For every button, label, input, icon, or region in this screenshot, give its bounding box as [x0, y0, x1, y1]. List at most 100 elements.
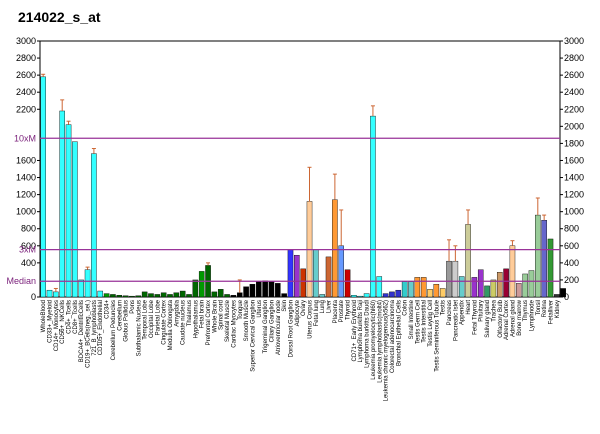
bar — [275, 283, 281, 298]
bar — [186, 294, 192, 298]
x-tick-label: Small Intestine — [409, 299, 415, 339]
right-tick-label: 1600 — [564, 155, 584, 165]
x-tick-label: Testis Seminiferous Tubule — [434, 299, 440, 371]
bar — [300, 268, 306, 298]
x-tick-label: Lymphnode — [529, 299, 535, 331]
left-tick-label: 1200 — [16, 190, 36, 200]
x-tick-label: Bronchial Epithelial Cells — [396, 300, 402, 366]
bar — [446, 260, 452, 298]
x-tick-label: Subthalamic Nucleus — [136, 300, 142, 356]
bar — [332, 199, 338, 298]
right-tick-label: 200 — [564, 275, 579, 285]
bar — [395, 289, 402, 298]
bar — [65, 124, 72, 298]
x-tick-label: Caudate nucleus — [181, 300, 187, 345]
x-tick-label: Thyroid — [346, 300, 352, 320]
bar — [268, 281, 275, 298]
left-tick-label: 1000 — [16, 207, 36, 217]
left-tick-label: 600 — [21, 241, 36, 251]
bar — [160, 292, 167, 298]
x-tick-label: Lymphoma burkitts Raji — [358, 300, 364, 362]
x-tick-label: Prostate — [339, 299, 345, 322]
bar — [192, 279, 199, 298]
bar — [167, 294, 173, 298]
x-tick-label: Heart — [466, 300, 472, 315]
x-tick-label: Adrenal gland — [510, 300, 516, 337]
marker-label: 10xM — [14, 133, 36, 143]
x-tick-label: Testis Leydig Cell — [428, 300, 434, 347]
x-tick-label: CD33+_Myeloid — [48, 300, 54, 343]
x-tick-label: Pons — [130, 300, 136, 314]
bar — [179, 290, 186, 298]
bar — [217, 289, 224, 298]
bar — [458, 276, 465, 298]
bar — [452, 260, 459, 298]
left-tick-label: 1400 — [16, 173, 36, 183]
right-tick-label: 2800 — [564, 53, 584, 63]
bar — [262, 280, 268, 298]
x-tick-label: Whole Brain — [212, 300, 218, 333]
x-tick-label: Pancreatic Islet — [453, 300, 459, 341]
bar — [547, 238, 554, 298]
bar — [376, 276, 383, 298]
bar — [249, 284, 256, 298]
bar — [363, 293, 370, 298]
bar — [135, 295, 142, 298]
bar — [313, 249, 319, 298]
bar — [287, 249, 294, 298]
x-tick-label: Cerebellum Peduncles — [111, 300, 117, 360]
x-tick-label: CD19+_BCells(neg._sel.) — [86, 300, 92, 368]
bar — [72, 141, 78, 298]
bar — [148, 293, 154, 298]
bar — [516, 283, 522, 298]
bar — [465, 224, 471, 298]
x-tick-label: Cingulate Cortex — [162, 300, 168, 345]
x-tick-label: Ovary — [301, 300, 307, 316]
bar — [382, 293, 389, 298]
x-tick-label: Colorectal adenocarcinoma — [390, 299, 396, 373]
x-tick-label: Testis — [441, 300, 447, 315]
x-tick-label: Uterus — [257, 300, 263, 318]
bar — [503, 268, 509, 298]
x-tick-label: Fetalliver — [548, 300, 554, 324]
bar — [129, 295, 135, 298]
right-tick-label: 600 — [564, 241, 579, 251]
x-tick-label: Placenta — [333, 299, 339, 323]
x-tick-label: CD14+_Monocytes — [54, 300, 60, 351]
bar — [230, 295, 237, 298]
bar — [103, 293, 110, 298]
x-tick-label: Pituitary — [479, 300, 485, 322]
bar — [433, 284, 440, 298]
bar — [97, 290, 104, 298]
x-tick-label: Colon — [403, 300, 409, 316]
left-tick-label: 2600 — [16, 70, 36, 80]
x-tick-label: 721_B_lymphoblasts — [92, 300, 98, 356]
x-tick-label: Liver — [327, 300, 333, 313]
x-tick-label: Smooth Muscle — [244, 299, 250, 341]
x-tick-label: Kidney — [555, 300, 561, 318]
bar — [91, 153, 97, 298]
bar — [554, 294, 560, 298]
left-tick-label: 2800 — [16, 53, 36, 63]
bar — [53, 291, 59, 298]
x-tick-label: Amygdala — [174, 299, 180, 326]
x-tick-label: Skeletal Muscle — [225, 299, 231, 342]
x-tick-label: Tonsil — [536, 300, 542, 315]
bar — [344, 269, 351, 298]
x-tick-label: Lymphoma burkitts Daudi — [365, 300, 371, 368]
x-tick-label: CD34+ — [105, 300, 111, 319]
bar — [427, 289, 433, 298]
bar — [281, 293, 287, 298]
bar — [408, 281, 414, 298]
bar — [236, 292, 243, 298]
bar — [116, 295, 123, 298]
bar — [84, 269, 91, 298]
x-tick-label: Testis Germ Cell — [415, 300, 421, 344]
bar — [528, 270, 535, 298]
left-tick-label: 0 — [31, 292, 36, 302]
plot-frame — [39, 40, 561, 298]
bar — [294, 254, 300, 298]
left-tick-label: 2400 — [16, 87, 36, 97]
bar — [401, 281, 408, 298]
bar — [414, 277, 421, 298]
